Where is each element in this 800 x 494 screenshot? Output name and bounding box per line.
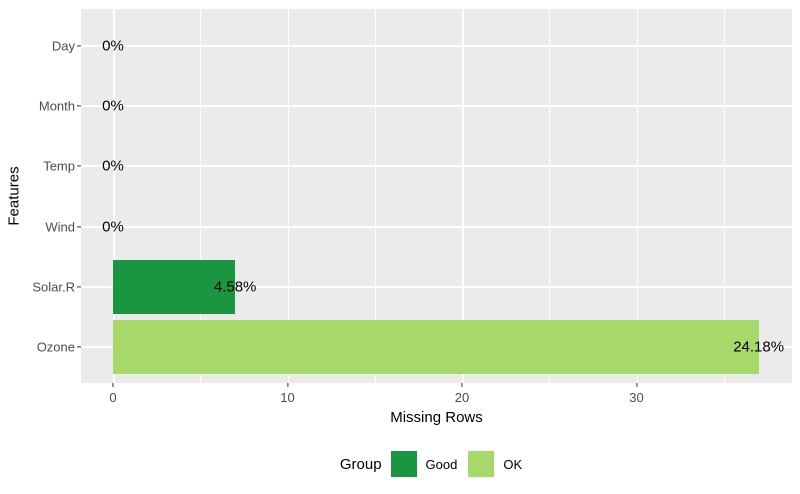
bar-value-label: 0% <box>102 37 124 55</box>
legend-label-ok: OK <box>503 456 523 472</box>
legend: Group Good OK <box>81 450 792 478</box>
gridline-major-horizontal <box>81 226 792 228</box>
gridline-major-vertical <box>113 9 115 383</box>
gridline-minor-vertical <box>200 9 202 383</box>
x-axis-tick <box>112 383 114 387</box>
legend-title: Group <box>339 455 382 473</box>
legend-swatch-ok <box>468 451 495 477</box>
gridline-major-horizontal <box>81 105 792 107</box>
y-axis-tick <box>77 286 81 288</box>
y-axis-label-temp: Temp <box>43 158 75 174</box>
x-axis-tick <box>461 383 463 387</box>
gridline-major-vertical <box>636 9 638 383</box>
legend-swatch-good <box>390 451 417 477</box>
gridline-minor-vertical <box>374 9 376 383</box>
x-axis-label-0: 0 <box>109 390 117 405</box>
gridline-major-horizontal <box>81 286 792 288</box>
gridline-major-horizontal <box>81 165 792 167</box>
gridline-major-vertical <box>462 9 464 383</box>
bar-value-label: 0% <box>102 157 124 175</box>
y-axis-label-wind: Wind <box>45 219 75 235</box>
bar-solarr <box>113 260 236 314</box>
gridline-minor-vertical <box>549 9 551 383</box>
gridline-major-vertical <box>287 9 289 383</box>
bar-value-label: 0% <box>102 97 124 115</box>
gridline-major-horizontal <box>81 45 792 47</box>
bar-value-label: 4.58% <box>213 278 257 296</box>
y-axis-label-day: Day <box>51 38 75 54</box>
bar-ozone <box>113 320 759 374</box>
legend-entry-ok: OK <box>468 451 533 477</box>
y-axis-label-month: Month <box>38 98 75 114</box>
x-axis-tick <box>635 383 638 387</box>
y-axis-tick <box>77 226 81 228</box>
y-axis-tick <box>77 105 81 107</box>
y-axis-label-ozone: Ozone <box>36 339 75 355</box>
y-axis-label-solarr: Solar.R <box>32 279 75 295</box>
y-axis-tick <box>77 346 81 348</box>
x-axis-title: Missing Rows <box>390 409 483 426</box>
x-axis-label-10: 10 <box>280 390 295 405</box>
x-axis-tick <box>286 383 289 387</box>
x-axis-label-20: 20 <box>454 390 470 405</box>
legend-label-good: Good <box>425 456 458 472</box>
plot-panel: 0% 0% 0% 0% 4.58% 24.18% <box>81 9 792 383</box>
bar-value-label: 24.18% <box>733 338 785 356</box>
y-axis-title: Features <box>5 166 23 226</box>
y-axis-tick <box>77 165 81 167</box>
bar-value-label: 0% <box>102 218 124 236</box>
y-axis-tick <box>77 45 81 47</box>
gridline-minor-vertical <box>723 9 725 383</box>
legend-entry-good: Good <box>390 451 469 477</box>
x-axis-label-30: 30 <box>629 390 644 405</box>
